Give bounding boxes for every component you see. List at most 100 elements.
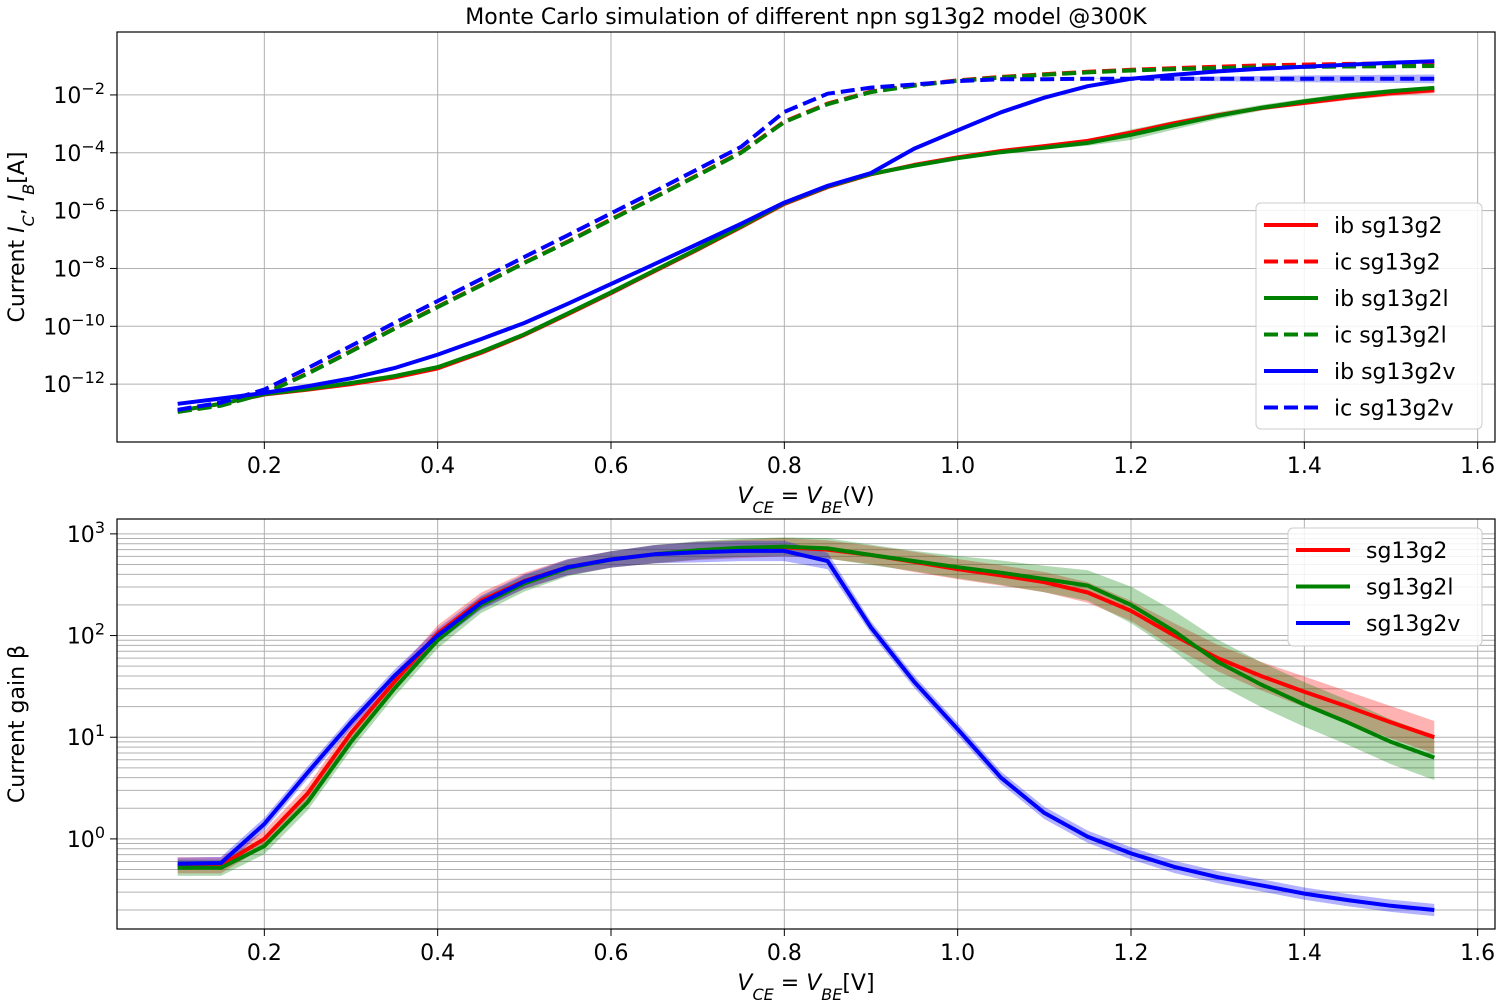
series-line-sg13g2l <box>177 544 1435 870</box>
legend-entry: sg13g2 <box>1366 539 1447 564</box>
x-tick-label: 1.0 <box>940 941 975 966</box>
text-part: V <box>806 971 823 996</box>
text-part: Current gain β <box>5 645 30 803</box>
x-tick-label: 0.4 <box>420 941 455 966</box>
legend-entry: ib sg13g2v <box>1334 360 1455 385</box>
x-tick-label: 0.4 <box>420 454 455 479</box>
text-part: B <box>19 184 38 195</box>
chart-panel-2: 0.2 0.4 0.6 0.8 1.0 1.2 1.4 1.6100101102103VCE … <box>5 517 1496 1000</box>
series-line-ib-sg13g2v <box>177 59 1435 406</box>
chart-panel-1: 0.2 0.4 0.6 0.8 1.0 1.2 1.4 1.610−1210−1010−810… <box>5 5 1496 517</box>
text-part: 10 <box>53 142 81 167</box>
x-tick-label: 0.2 <box>247 941 282 966</box>
legend-entry: ib sg13g2 <box>1334 214 1442 239</box>
text-part: I <box>5 195 30 202</box>
text-part: 10 <box>67 828 95 853</box>
series-line-ic-sg13g2v <box>177 76 1435 412</box>
series-line-ib-sg13g2l <box>177 85 1435 413</box>
series-line-sg13g2v <box>177 548 1435 912</box>
y-tick-label: 10−10 <box>43 310 105 341</box>
text-part: 10 <box>53 257 81 282</box>
text-part: 10 <box>53 200 81 225</box>
text-part: −4 <box>81 136 105 155</box>
y-tick-label: 102 <box>67 619 105 650</box>
x-tick-label: 0.8 <box>767 941 802 966</box>
y-tick-label: 101 <box>67 721 105 752</box>
y-axis-label-group: Current gain β <box>5 645 30 803</box>
chart-title: Monte Carlo simulation of different npn … <box>465 5 1147 30</box>
legend-entry: ib sg13g2l <box>1334 287 1449 312</box>
x-tick-label: 1.2 <box>1114 454 1149 479</box>
y-tick-label: 10−2 <box>53 78 105 109</box>
y-tick-label: 10−8 <box>53 252 105 283</box>
x-axis-label: VCE = VBE(V) <box>737 484 874 517</box>
axes-frame <box>116 31 1496 443</box>
x-tick-label: 1.0 <box>940 454 975 479</box>
series-line-ic-sg13g2l <box>177 64 1435 414</box>
text-part: [V] <box>842 971 874 996</box>
text-part: = <box>774 484 806 509</box>
text-part: 10 <box>67 625 95 650</box>
y-axis-label: Current gain β <box>5 645 30 803</box>
y-tick-label: 10−4 <box>53 136 105 167</box>
text-part: [A] <box>5 152 30 184</box>
text-part: −6 <box>81 194 105 213</box>
text-part: = <box>774 971 806 996</box>
text-part: V <box>737 971 754 996</box>
legend: sg13g2 sg13g2l sg13g2v <box>1287 527 1483 647</box>
text-part: Current <box>5 233 30 323</box>
text-part: V <box>737 484 754 509</box>
text-part: 10 <box>43 315 71 340</box>
text-part: −8 <box>81 252 105 271</box>
text-part: 10 <box>67 726 95 751</box>
text-part: I <box>5 226 30 233</box>
text-part: CE <box>752 498 774 517</box>
text-part: 10 <box>67 523 95 548</box>
text-part: , <box>5 201 30 215</box>
text-part: 3 <box>95 517 105 536</box>
legend-frame <box>1287 527 1483 647</box>
band-ib-sg13g2 <box>177 87 1435 411</box>
legend-entry: ic sg13g2 <box>1334 251 1441 276</box>
text-part: (V) <box>842 484 874 509</box>
text-part: CE <box>752 985 774 1000</box>
x-tick-label: 0.6 <box>594 454 629 479</box>
y-tick-label: 100 <box>67 822 105 853</box>
text-part: −10 <box>71 310 105 329</box>
y-tick-label: 103 <box>67 517 105 548</box>
band-ic-sg13g2v <box>177 74 1435 410</box>
x-tick-label: 0.6 <box>594 941 629 966</box>
legend-entry: ic sg13g2v <box>1334 397 1454 422</box>
text-part: −2 <box>81 78 105 97</box>
text-part: BE <box>821 498 843 517</box>
axes-frame <box>116 518 1496 930</box>
x-tick-label: 1.2 <box>1114 941 1149 966</box>
text-part: C <box>19 214 38 226</box>
text-part: BE <box>821 985 843 1000</box>
series-line-ib-sg13g2 <box>177 88 1435 413</box>
legend-entry: sg13g2v <box>1366 612 1460 637</box>
text-part: 10 <box>43 373 71 398</box>
y-tick-label: 10−12 <box>43 368 105 399</box>
x-tick-label: 1.4 <box>1287 941 1322 966</box>
legend-entry: ic sg13g2l <box>1334 324 1447 349</box>
band-ib-sg13g2l <box>177 85 1435 411</box>
x-tick-label: 1.4 <box>1287 454 1322 479</box>
text-part: −12 <box>71 368 105 387</box>
x-tick-label: 0.2 <box>247 454 282 479</box>
y-tick-label: 10−6 <box>53 194 105 225</box>
x-tick-label: 0.8 <box>767 454 802 479</box>
data-layer <box>177 59 1435 414</box>
series-line-ic-sg13g2 <box>177 61 1435 414</box>
legend: ib sg13g2 ic sg13g2 ib sg13g2l ic sg13g2l ib… <box>1255 202 1483 430</box>
legend-entry: sg13g2l <box>1366 576 1454 601</box>
y-axis-label-group: Current IC, IB[A] <box>5 152 38 323</box>
x-axis-label: VCE = VBE[V] <box>737 971 874 1000</box>
text-part: 2 <box>95 619 105 638</box>
text-part: 10 <box>53 84 81 109</box>
text-part: V <box>806 484 823 509</box>
data-layer <box>177 537 1435 917</box>
x-tick-label: 1.6 <box>1460 454 1495 479</box>
